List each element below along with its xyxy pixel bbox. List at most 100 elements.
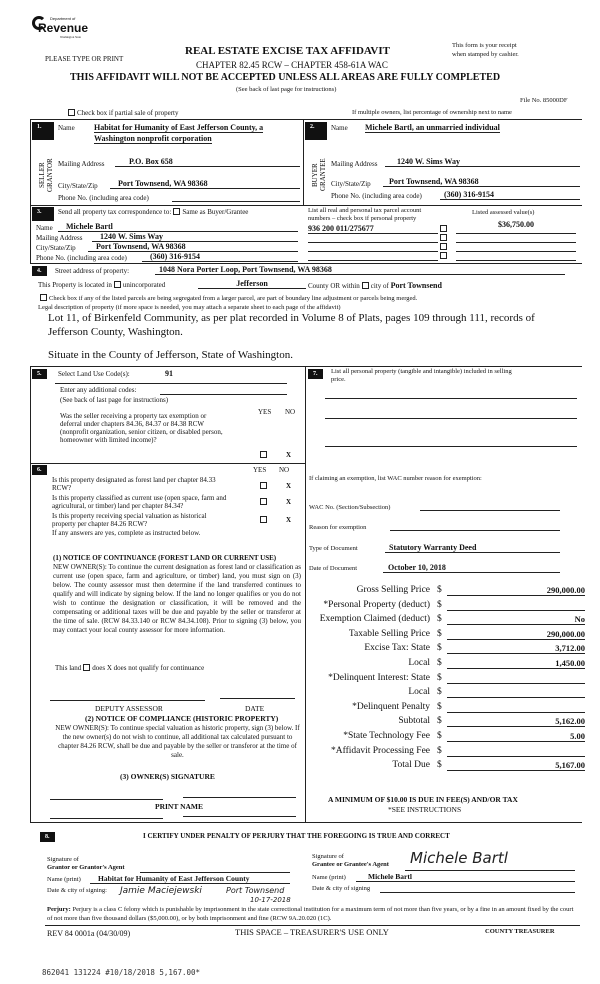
buyer-phone[interactable]: (360) 316-9154 xyxy=(440,190,580,200)
notice-text: NEW OWNER(S): To continue the current de… xyxy=(53,563,301,634)
financial-value[interactable] xyxy=(447,600,585,611)
financial-row: Total Due $5,167.00 xyxy=(310,760,585,773)
financial-value[interactable]: 5,162.00 xyxy=(447,716,585,728)
label: Enter any additional codes: xyxy=(60,386,137,394)
cashier-stamp: 862041 131224 #10/18/2018 5,167.00* xyxy=(42,968,201,977)
label: Date & city of signing: xyxy=(47,887,107,894)
currency-symbol: $ xyxy=(437,745,442,756)
label: Send all property tax correspondence to: xyxy=(58,208,172,216)
unincorporated-checkbox[interactable] xyxy=(113,281,121,288)
grantor-signature[interactable]: Jamie Maciejewski xyxy=(120,886,202,896)
yes-checkbox[interactable] xyxy=(258,516,269,524)
receipt-note: when stamped by cashier. xyxy=(452,51,519,58)
label: Mailing Address xyxy=(58,160,105,168)
section-number: 6. xyxy=(32,465,47,475)
label: County OR within xyxy=(308,282,360,290)
correspondence-mailing[interactable]: 1240 W. Sims Way xyxy=(92,232,298,242)
assessed-value[interactable]: $36,750.00 xyxy=(456,220,576,234)
city-checkbox[interactable] xyxy=(361,282,369,289)
does-checkbox[interactable] xyxy=(83,664,91,671)
seller-city[interactable]: Port Townsend, WA 98368 xyxy=(110,179,300,189)
financial-value[interactable]: 290,000.00 xyxy=(447,585,585,596)
label: (See back of last page for instructions) xyxy=(60,396,169,404)
no-answer[interactable]: X xyxy=(286,516,292,524)
buyer-mailing[interactable]: 1240 W. Sims Way xyxy=(385,157,580,167)
personal-property-checkbox[interactable] xyxy=(438,225,449,233)
perjury-text: Perjury is a class C felony which is pun… xyxy=(47,906,574,922)
receipt-note: This form is your receipt xyxy=(452,42,517,49)
grantee-name[interactable]: Michele Bartl xyxy=(356,872,575,882)
county[interactable]: Jefferson xyxy=(198,279,306,289)
question: (nonprofit organization, senior citizen,… xyxy=(60,428,223,436)
correspondence-city[interactable]: Port Townsend, WA 98368 xyxy=(88,242,298,252)
no-header: NO xyxy=(285,408,296,416)
no-answer[interactable]: X xyxy=(286,451,292,459)
certify-statement: I CERTIFY UNDER PENALTY OF PERJURY THAT … xyxy=(143,832,450,840)
correspondence-phone[interactable]: (360) 316-9154 xyxy=(142,252,298,262)
financial-value[interactable]: 1,450.00 xyxy=(447,658,585,669)
financial-value[interactable]: 3,712.00 xyxy=(447,643,585,655)
does-not-mark[interactable]: X xyxy=(106,664,112,672)
yes-header: YES xyxy=(253,466,267,474)
exemption-reason[interactable] xyxy=(390,523,560,531)
partial-sale-checkbox[interactable] xyxy=(68,109,75,116)
buyer-name[interactable]: Michele Bartl, an unmarried individual xyxy=(365,123,500,133)
partial-sale: Check box if partial sale of property xyxy=(66,109,178,117)
segregated-checkbox[interactable] xyxy=(40,294,47,301)
financial-value[interactable]: 5,167.00 xyxy=(447,760,585,772)
form-subtitle: CHAPTER 82.45 RCW – CHAPTER 458-61A WAC xyxy=(196,60,388,70)
parcel-number[interactable]: 936 200 011/275677 xyxy=(308,224,438,234)
form-title: REAL ESTATE EXCISE TAX AFFIDAVIT xyxy=(185,45,390,57)
seller-name-2[interactable]: Washington nonprofit corporation xyxy=(94,134,212,144)
document-type[interactable]: Statutory Warranty Deed xyxy=(385,543,560,553)
no-answer[interactable]: X xyxy=(286,482,292,490)
financial-row: Taxable Selling Price $290,000.00 xyxy=(310,629,585,642)
yes-checkbox[interactable] xyxy=(258,498,269,506)
document-date[interactable]: October 10, 2018 xyxy=(383,563,560,573)
notice-title: (2) NOTICE OF COMPLIANCE (HISTORIC PROPE… xyxy=(85,714,279,723)
question: agricultural, or timber) land per chapte… xyxy=(52,502,184,510)
seller-phone[interactable] xyxy=(172,193,300,202)
multiple-owners-note: If multiple owners, list percentage of o… xyxy=(352,109,512,116)
section-number: 7. xyxy=(308,369,323,379)
financial-value[interactable]: 5.00 xyxy=(447,731,585,742)
financial-value[interactable] xyxy=(447,702,585,713)
label: Perjury: xyxy=(47,906,71,913)
question: Is this property classified as current u… xyxy=(52,494,227,502)
financial-value[interactable]: No xyxy=(447,614,585,626)
grantee-signature[interactable]: Michele Bartl xyxy=(410,849,508,867)
label: Name (print) xyxy=(312,874,346,881)
seller-mailing[interactable]: P.O. Box 658 xyxy=(115,157,300,167)
same-as-buyer-checkbox[interactable] xyxy=(173,208,181,215)
logo-swoosh-icon xyxy=(32,16,46,30)
financial-value[interactable]: 290,000.00 xyxy=(447,629,585,640)
buyer-city[interactable]: Port Townsend, WA 98368 xyxy=(383,177,580,187)
question: Is this property receiving special valua… xyxy=(52,512,207,520)
yes-checkbox[interactable] xyxy=(258,482,269,490)
grantor-name[interactable]: Habitat for Humanity of East Jefferson C… xyxy=(90,874,290,884)
personal-property-checkbox[interactable] xyxy=(438,252,449,260)
label: This land xyxy=(55,664,82,672)
correspondence-name[interactable]: Michele Bartl xyxy=(58,222,298,232)
exemption-label: If claiming an exemption, list WAC numbe… xyxy=(309,475,482,482)
currency-symbol: $ xyxy=(437,716,442,727)
label: numbers – check box if personal property xyxy=(308,215,417,222)
personal-property-checkbox[interactable] xyxy=(438,243,449,251)
financial-value[interactable] xyxy=(447,673,585,684)
land-use-code[interactable]: 91 xyxy=(165,369,173,378)
personal-property-checkbox[interactable] xyxy=(438,234,449,242)
seller-name[interactable]: Habitat for Humanity of East Jefferson C… xyxy=(94,123,264,133)
label: Date & city of signing xyxy=(312,885,371,892)
legal-label: Legal description of property (if more s… xyxy=(38,304,341,311)
no-answer[interactable]: X xyxy=(286,498,292,506)
yes-checkbox[interactable] xyxy=(258,451,269,459)
wac-number[interactable] xyxy=(420,503,560,511)
financial-label: Local xyxy=(408,687,430,698)
financial-value[interactable] xyxy=(447,746,585,757)
financial-value[interactable] xyxy=(447,687,585,699)
question: property per chapter 84.26 RCW? xyxy=(52,520,148,528)
property-street[interactable]: 1048 Nora Porter Loop, Port Townsend, WA… xyxy=(155,265,565,275)
currency-symbol: $ xyxy=(437,731,442,741)
logo-text: Revenue xyxy=(38,21,89,35)
file-no: File No. 85000DF xyxy=(520,97,568,104)
